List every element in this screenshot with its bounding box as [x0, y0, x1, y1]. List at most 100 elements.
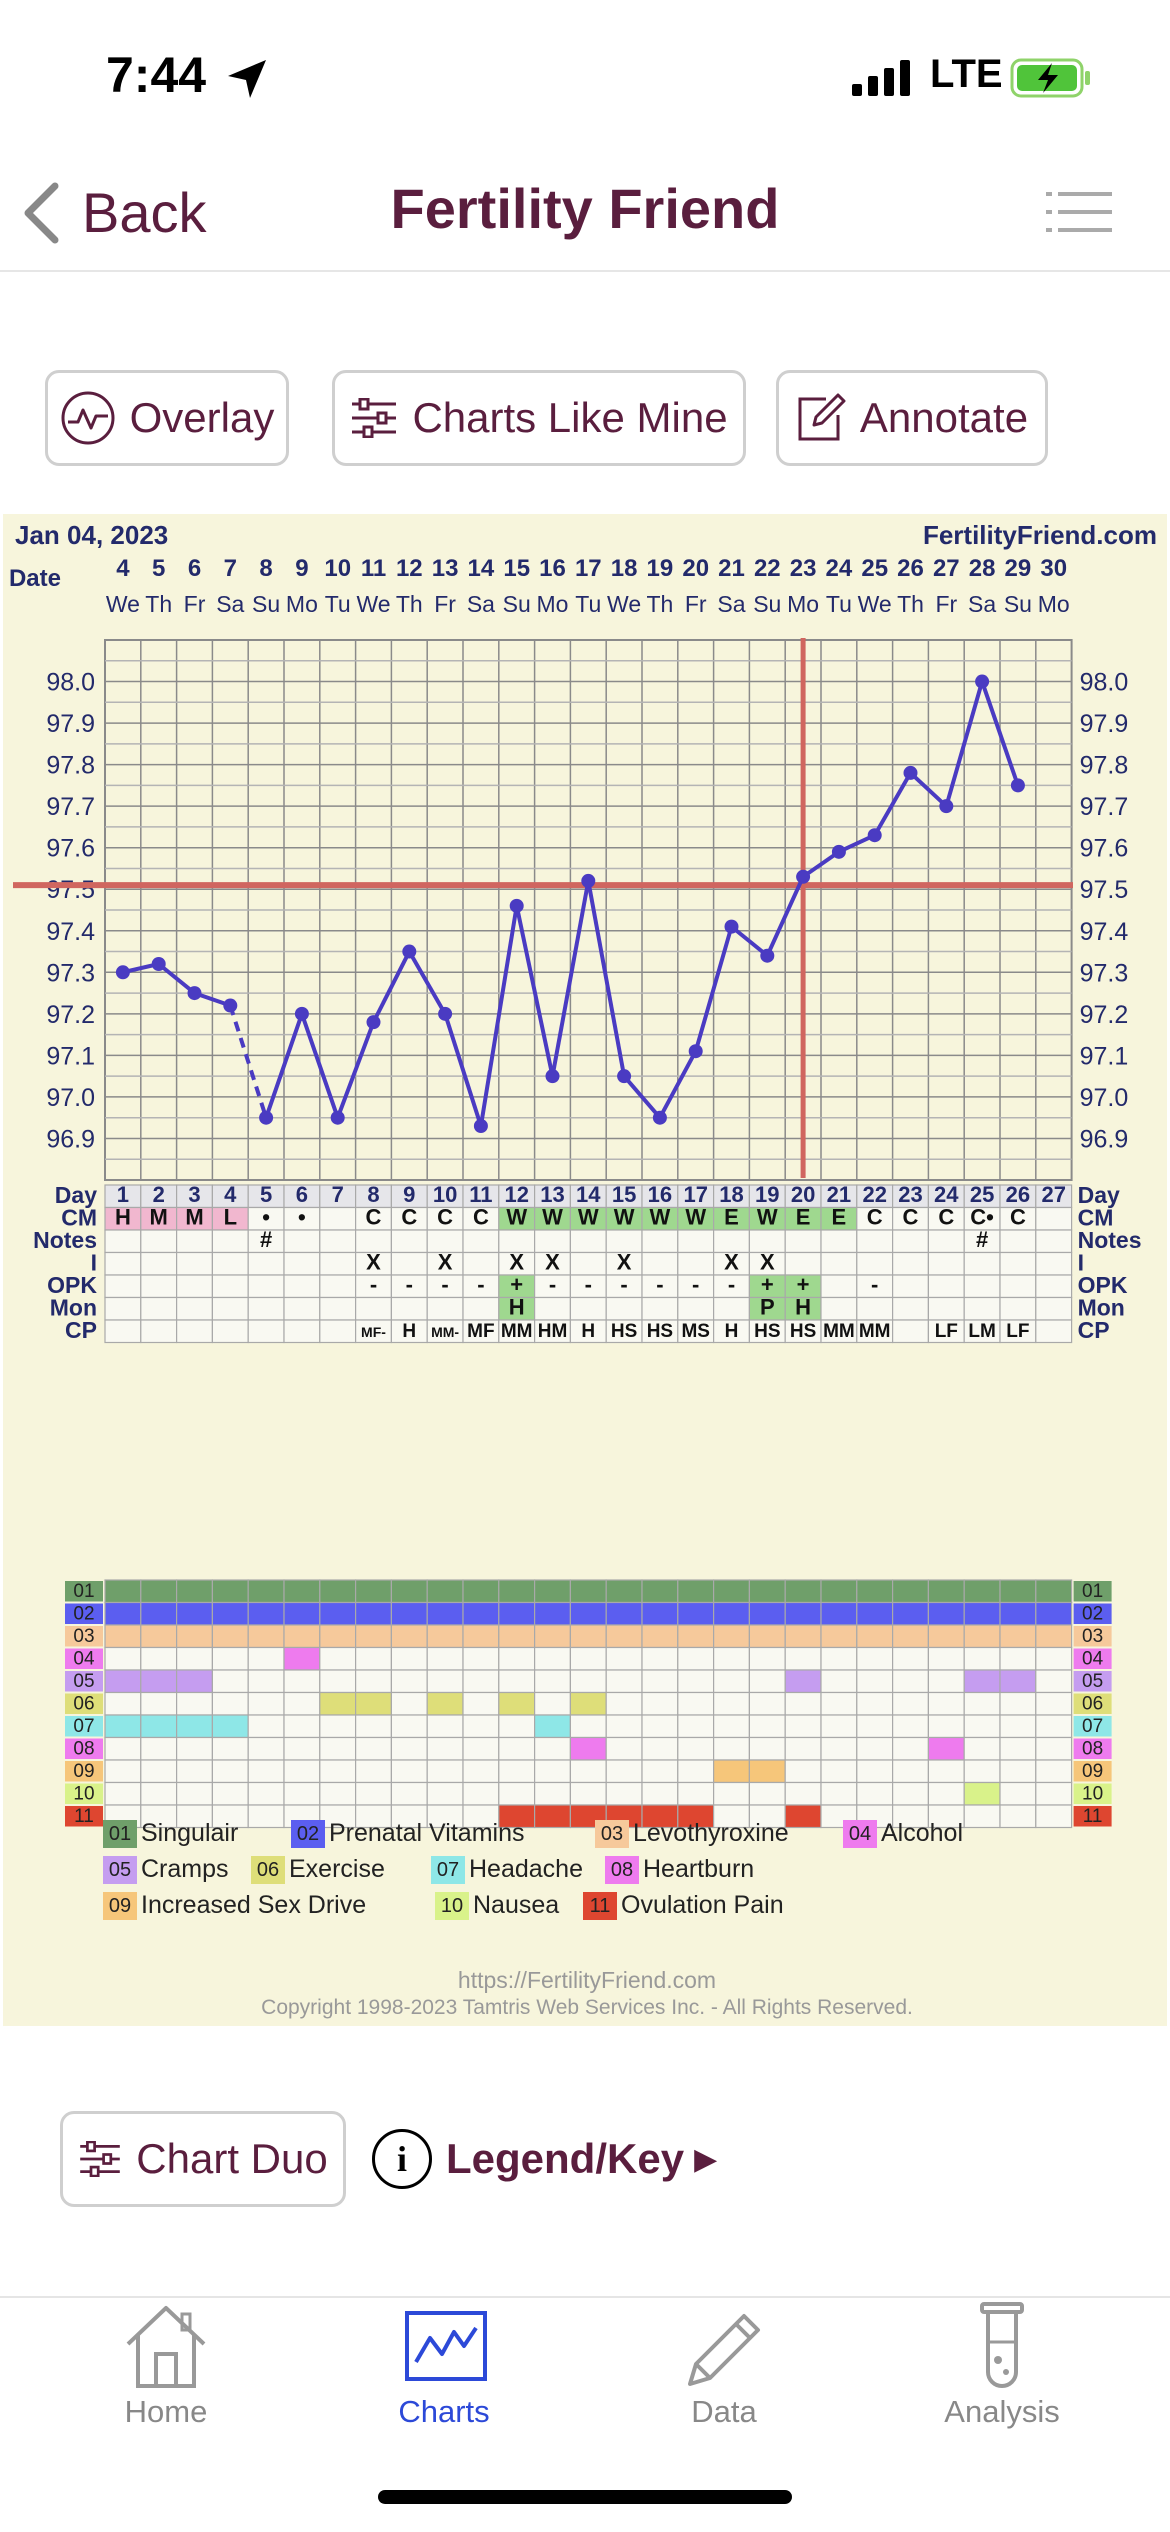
obs-value-day: 16 — [648, 1182, 672, 1207]
tab-home[interactable]: Home — [20, 2298, 312, 2448]
temp-tick-left: 97.3 — [46, 959, 95, 987]
symptom-cell — [820, 1759, 858, 1784]
temp-point — [617, 1069, 632, 1084]
obs-value-cm: W — [542, 1205, 563, 1230]
symptom-cell — [641, 1691, 679, 1716]
symptom-cell — [820, 1646, 858, 1671]
obs-cell — [319, 1274, 357, 1299]
symptom-cell — [891, 1669, 929, 1694]
navigation-bar: Back Fertility Friend — [0, 150, 1170, 272]
symptom-cell — [462, 1781, 500, 1806]
temp-point — [760, 948, 775, 963]
symptom-cell — [927, 1669, 965, 1694]
legend-swatch — [251, 1856, 285, 1884]
overlay-button[interactable]: Overlay — [45, 370, 289, 466]
obs-cell — [176, 1296, 214, 1321]
date-label: 21 — [718, 555, 745, 582]
play-arrow-icon: ▶ — [694, 2142, 718, 2176]
annotate-button[interactable]: Annotate — [776, 370, 1048, 466]
weekday-label: Sa — [216, 591, 244, 617]
obs-cell — [856, 1296, 894, 1321]
symptom-cell — [426, 1624, 464, 1649]
tab-analysis[interactable]: Analysis — [856, 2298, 1148, 2448]
symptom-cell — [533, 1691, 571, 1716]
legend-code: 02 — [297, 1823, 319, 1845]
legend-code: 07 — [437, 1859, 459, 1881]
symptom-cell — [712, 1624, 750, 1649]
obs-value-opk: - — [871, 1272, 878, 1297]
date-row-label: Date — [9, 565, 61, 592]
symptom-cell — [283, 1691, 321, 1716]
symptom-cell — [569, 1736, 607, 1761]
list-menu-icon[interactable] — [1046, 190, 1112, 234]
symptom-cell — [104, 1579, 142, 1604]
legend-name: Levothyroxine — [633, 1819, 789, 1847]
obs-cell — [390, 1296, 428, 1321]
symptom-cell — [104, 1736, 142, 1761]
symptom-cell — [533, 1804, 571, 1829]
symptom-cell — [999, 1669, 1037, 1694]
obs-value-cp: LF — [935, 1321, 958, 1342]
obs-cell — [641, 1296, 679, 1321]
symptom-cell — [569, 1781, 607, 1806]
legend-swatch — [595, 1820, 629, 1848]
symptom-code-badge — [65, 1648, 103, 1669]
symptom-cell — [319, 1579, 357, 1604]
symptom-cell — [426, 1601, 464, 1626]
obs-cell — [605, 1296, 643, 1321]
obs-value-i: X — [724, 1250, 739, 1275]
symptom-cell — [211, 1759, 249, 1784]
symptom-cell — [176, 1759, 214, 1784]
symptom-cell — [677, 1669, 715, 1694]
symptom-cell — [462, 1646, 500, 1671]
obs-cell — [319, 1251, 357, 1276]
symptom-cell — [784, 1691, 822, 1716]
temp-line-segment — [228, 1004, 269, 1119]
symptom-cell — [1035, 1624, 1073, 1649]
date-label: 19 — [647, 555, 674, 582]
tab-data[interactable]: Data — [578, 2298, 870, 2448]
legend-key-link[interactable]: i Legend/Key ▶ — [372, 2128, 717, 2190]
obs-value-cp: MM- — [431, 1324, 459, 1340]
temp-tick-right: 97.9 — [1080, 710, 1129, 738]
obs-cell — [319, 1296, 357, 1321]
symptom-cell — [462, 1579, 500, 1604]
date-label: 12 — [396, 555, 423, 582]
symptom-cell — [927, 1781, 965, 1806]
symptom-cell — [211, 1601, 249, 1626]
date-label: 6 — [188, 555, 201, 582]
symptom-code-left: 04 — [73, 1649, 95, 1670]
legend-name: Headache — [469, 1855, 583, 1883]
back-button[interactable]: Back — [22, 180, 207, 245]
symptom-legend: 01 Singulair 02 Prenatal Vitamins 03 Levothyr… — [103, 1819, 963, 1920]
weekday-label: Mo — [537, 591, 569, 617]
symptom-cell — [927, 1759, 965, 1784]
symptom-cell — [426, 1736, 464, 1761]
symptom-cell — [677, 1759, 715, 1784]
obs-value-day: 20 — [791, 1182, 815, 1207]
symptom-cell — [748, 1736, 786, 1761]
status-bar: 7:44 LTE — [0, 0, 1170, 150]
edit-note-icon — [798, 393, 846, 441]
obs-cell — [856, 1229, 894, 1254]
symptom-cell — [784, 1646, 822, 1671]
obs-cell — [211, 1296, 249, 1321]
symptom-cell — [355, 1646, 393, 1671]
obs-cell — [927, 1274, 965, 1299]
temp-point — [1010, 778, 1025, 793]
obs-cell — [140, 1296, 178, 1321]
obs-cell — [211, 1251, 249, 1276]
symptom-cell — [677, 1736, 715, 1761]
obs-cell — [247, 1274, 285, 1299]
obs-value-day: 21 — [827, 1182, 851, 1207]
obs-cell — [999, 1251, 1037, 1276]
tab-charts[interactable]: Charts — [298, 2298, 590, 2448]
date-label: 26 — [897, 555, 924, 582]
symptom-cell — [247, 1579, 285, 1604]
charts-like-mine-button[interactable]: Charts Like Mine — [332, 370, 746, 466]
chart-duo-button[interactable]: Chart Duo — [60, 2111, 346, 2207]
symptom-cell — [247, 1804, 285, 1829]
symptom-cell — [569, 1691, 607, 1716]
obs-cell — [390, 1229, 428, 1254]
obs-value-i: X — [760, 1250, 775, 1275]
